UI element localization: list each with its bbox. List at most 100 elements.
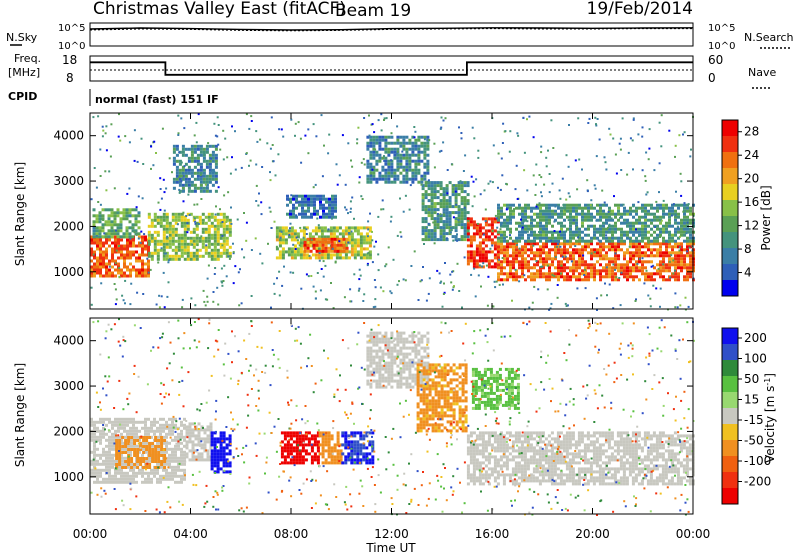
velocity-cell: [120, 423, 123, 427]
power-cell: [530, 248, 533, 252]
power-cell: [421, 205, 425, 209]
power-cell: [463, 205, 467, 209]
velocity-cell: [318, 434, 322, 438]
power-cell: [599, 206, 602, 210]
power-speckle: [274, 174, 277, 177]
power-cell: [202, 174, 206, 178]
power-cell: [396, 138, 400, 142]
power-cell: [366, 135, 370, 139]
velocity-cell: [159, 477, 162, 481]
power-speckle: [632, 117, 635, 120]
power-cell: [500, 236, 503, 240]
power-speckle: [327, 228, 330, 231]
power-cell: [605, 239, 608, 243]
power-cell: [542, 212, 545, 216]
power-speckle: [384, 265, 387, 268]
power-speckle: [302, 236, 305, 239]
power-cell: [581, 209, 584, 213]
power-cell: [290, 238, 294, 242]
power-speckle: [374, 148, 377, 151]
velocity-cell: [216, 437, 220, 441]
power-cell: [307, 209, 310, 213]
velocity-cell: [286, 461, 290, 465]
velocity-cell: [183, 456, 186, 460]
power-speckle: [129, 303, 132, 306]
power-cell: [421, 199, 425, 203]
velocity-cell: [168, 465, 171, 469]
power-cell: [512, 251, 515, 255]
power-cell: [92, 235, 96, 239]
power-cell: [332, 226, 336, 230]
velocity-cell: [228, 437, 232, 441]
velocity-cell: [318, 452, 322, 456]
power-speckle: [492, 144, 495, 147]
velocity-cell: [124, 451, 128, 454]
velocity-cell: [133, 448, 137, 451]
power-cell: [472, 220, 476, 224]
frequency-panel-frame: [89, 55, 694, 82]
power-cell: [174, 233, 178, 237]
power-cell: [557, 248, 560, 252]
power-cell: [177, 242, 181, 246]
power-cell: [457, 220, 461, 224]
power-cell: [656, 254, 659, 258]
velocity-cell: [150, 420, 153, 424]
power-cell: [653, 248, 656, 252]
power-cell: [359, 253, 363, 257]
velocity-cell: [180, 474, 183, 478]
power-cell: [509, 221, 512, 225]
power-cell: [587, 239, 590, 243]
velocity-cell: [174, 444, 177, 448]
velocity-cell: [185, 452, 189, 456]
power-speckle: [655, 200, 658, 203]
power-cell: [408, 147, 412, 151]
power-cell: [563, 203, 566, 207]
power-cell: [387, 177, 391, 181]
power-cell: [533, 278, 536, 282]
power-speckle: [163, 209, 166, 212]
power-cell: [110, 211, 114, 215]
power-cell: [569, 209, 572, 213]
power-cell: [641, 203, 644, 207]
power-cell: [427, 205, 431, 209]
velocity-cell: [213, 446, 217, 450]
velocity-cell: [304, 452, 308, 456]
power-cell: [686, 218, 689, 222]
power-cell: [599, 248, 602, 252]
power-cell: [420, 150, 424, 154]
power-cell: [175, 147, 179, 151]
velocity-cell: [132, 417, 135, 421]
power-cell: [293, 232, 297, 236]
power-cell: [323, 226, 327, 230]
power-cell: [375, 150, 379, 154]
power-cell: [620, 236, 623, 240]
power-cell: [111, 265, 114, 269]
velocity-cell: [118, 439, 122, 442]
power-cell: [324, 237, 328, 241]
colorbar-tick-label: 16: [744, 195, 759, 209]
power-cell: [668, 230, 671, 234]
power-speckle: [307, 275, 310, 278]
power-speckle: [545, 165, 548, 168]
power-speckle: [514, 188, 517, 191]
power-cell: [424, 196, 428, 200]
power-speckle: [660, 219, 663, 222]
power-cell: [527, 224, 530, 228]
noise-panel-frame: [89, 22, 694, 47]
power-cell: [192, 242, 196, 246]
velocity-cell: [225, 446, 229, 450]
power-cell: [563, 275, 566, 279]
power-speckle: [345, 208, 348, 211]
power-cell: [289, 212, 292, 216]
power-cell: [172, 162, 176, 166]
power-cell: [186, 212, 190, 216]
power-cell: [402, 138, 406, 142]
power-cell: [503, 260, 506, 264]
velocity-cell: [117, 420, 120, 424]
power-speckle: [605, 266, 608, 269]
power-cell: [417, 135, 421, 139]
velocity-cell: [90, 417, 93, 421]
power-speckle: [113, 283, 116, 285]
power-cell: [683, 215, 686, 219]
power-cell: [599, 263, 602, 267]
